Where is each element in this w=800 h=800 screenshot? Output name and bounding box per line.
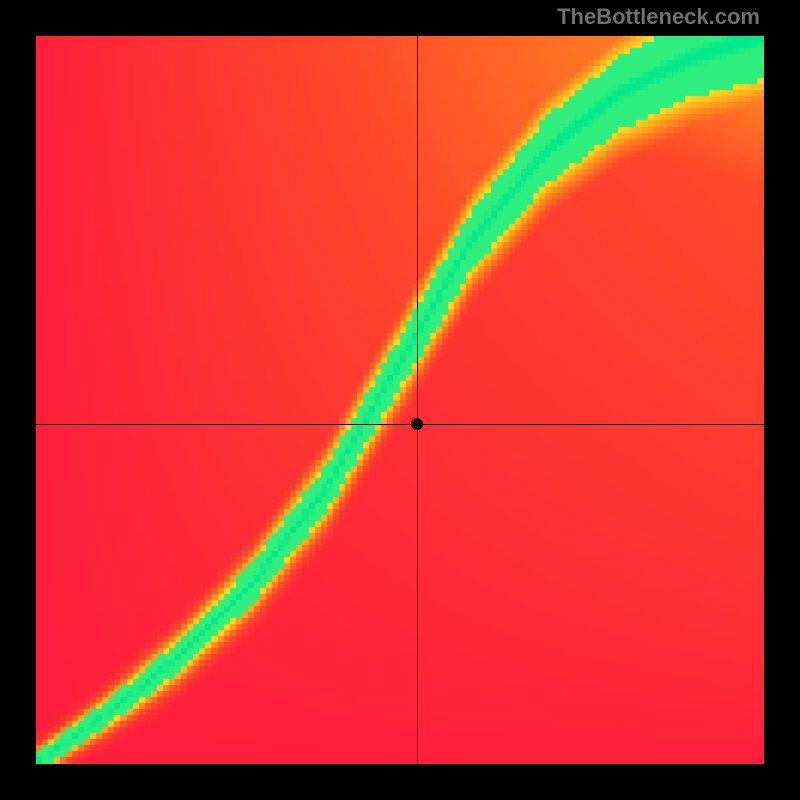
crosshair-marker <box>411 418 423 430</box>
chart-container: TheBottleneck.com <box>0 0 800 800</box>
heatmap-plot <box>36 36 764 764</box>
crosshair-vertical <box>417 36 418 764</box>
heatmap-canvas <box>36 36 764 764</box>
watermark-text: TheBottleneck.com <box>557 4 760 30</box>
crosshair-horizontal <box>36 424 764 425</box>
